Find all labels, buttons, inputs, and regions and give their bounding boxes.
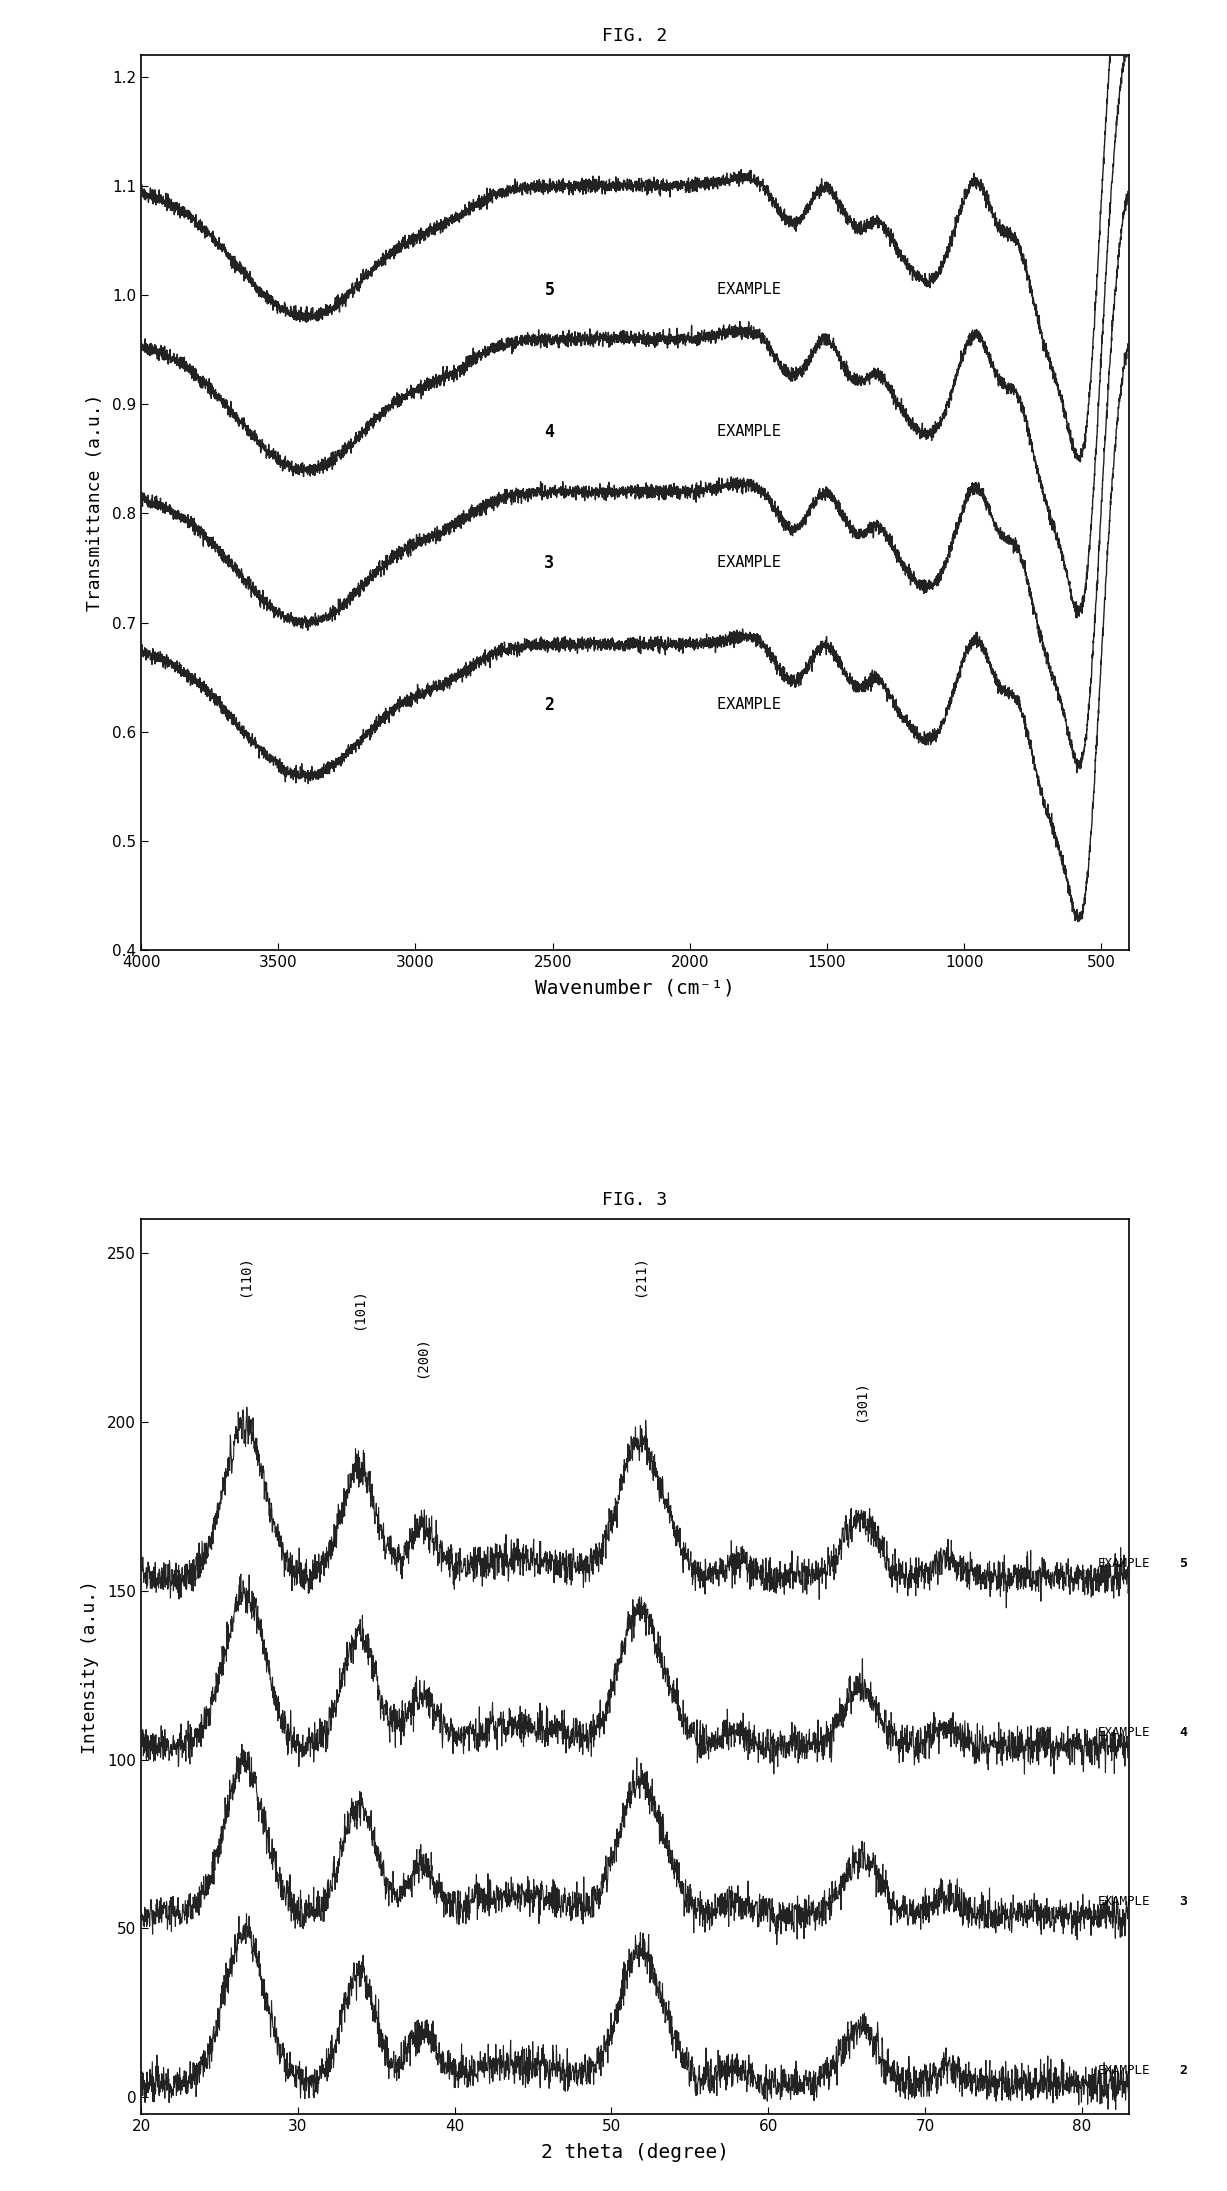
Text: 2: 2 <box>545 695 555 714</box>
Text: EXAMPLE: EXAMPLE <box>718 425 790 438</box>
Text: (110): (110) <box>238 1255 252 1297</box>
Text: 3: 3 <box>545 554 555 572</box>
Text: EXAMPLE: EXAMPLE <box>1097 1558 1150 1571</box>
Text: (101): (101) <box>352 1288 366 1330</box>
Text: EXAMPLE: EXAMPLE <box>1097 1895 1150 1908</box>
Title: FIG. 3: FIG. 3 <box>602 1192 667 1209</box>
Text: EXAMPLE: EXAMPLE <box>1097 1727 1150 1740</box>
X-axis label: 2 theta (degree): 2 theta (degree) <box>541 2143 729 2163</box>
Text: (211): (211) <box>633 1255 647 1297</box>
X-axis label: Wavenumber (cm⁻¹): Wavenumber (cm⁻¹) <box>535 979 735 997</box>
Text: EXAMPLE: EXAMPLE <box>718 283 790 298</box>
Text: EXAMPLE: EXAMPLE <box>1097 2064 1150 2077</box>
Text: 5: 5 <box>545 280 555 298</box>
Title: FIG. 2: FIG. 2 <box>602 26 667 44</box>
Text: 2: 2 <box>1179 2064 1187 2077</box>
Text: (200): (200) <box>415 1337 428 1378</box>
Text: 3: 3 <box>1179 1895 1187 1908</box>
Text: (301): (301) <box>854 1380 867 1422</box>
Text: EXAMPLE: EXAMPLE <box>718 554 790 570</box>
Y-axis label: Transmittance (a.u.): Transmittance (a.u.) <box>86 394 103 611</box>
Text: 5: 5 <box>1179 1558 1187 1571</box>
Text: EXAMPLE: EXAMPLE <box>718 697 790 712</box>
Text: 4: 4 <box>545 423 555 440</box>
Text: 4: 4 <box>1179 1727 1187 1740</box>
Y-axis label: Intensity (a.u.): Intensity (a.u.) <box>81 1580 99 1753</box>
